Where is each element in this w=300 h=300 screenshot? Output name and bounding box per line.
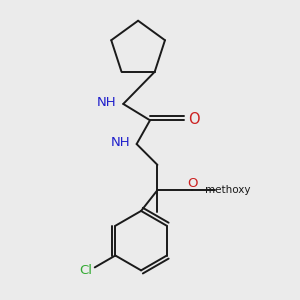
Text: O: O xyxy=(187,177,198,190)
Text: NH: NH xyxy=(97,96,117,109)
Text: methoxy: methoxy xyxy=(205,185,250,195)
Text: NH: NH xyxy=(110,136,130,149)
Text: O: O xyxy=(188,112,200,127)
Text: Cl: Cl xyxy=(79,264,92,277)
